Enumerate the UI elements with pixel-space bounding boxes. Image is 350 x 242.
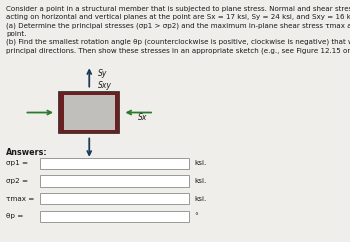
Text: Sx: Sx [138,113,148,122]
Text: Sxy: Sxy [98,81,112,91]
Bar [115,92,119,133]
Text: ksi.: ksi. [194,178,206,184]
Text: σp1 =: σp1 = [6,160,28,166]
Text: ksi.: ksi. [194,160,206,166]
Bar [60,92,64,133]
Text: σp2 =: σp2 = [6,178,28,184]
Bar [40,193,189,204]
Text: Sy: Sy [98,69,107,78]
Text: Consider a point in a structural member that is subjected to plane stress. Norma: Consider a point in a structural member … [6,6,350,54]
Text: °: ° [194,213,198,219]
Bar [60,92,119,133]
Bar [40,211,189,222]
Text: τmax =: τmax = [6,196,35,202]
Text: ksi.: ksi. [194,196,206,202]
Bar [40,158,189,169]
Bar [60,92,119,95]
Bar [40,175,189,187]
Text: Answers:: Answers: [6,148,48,157]
Text: θp =: θp = [6,213,24,219]
Bar [60,130,119,133]
